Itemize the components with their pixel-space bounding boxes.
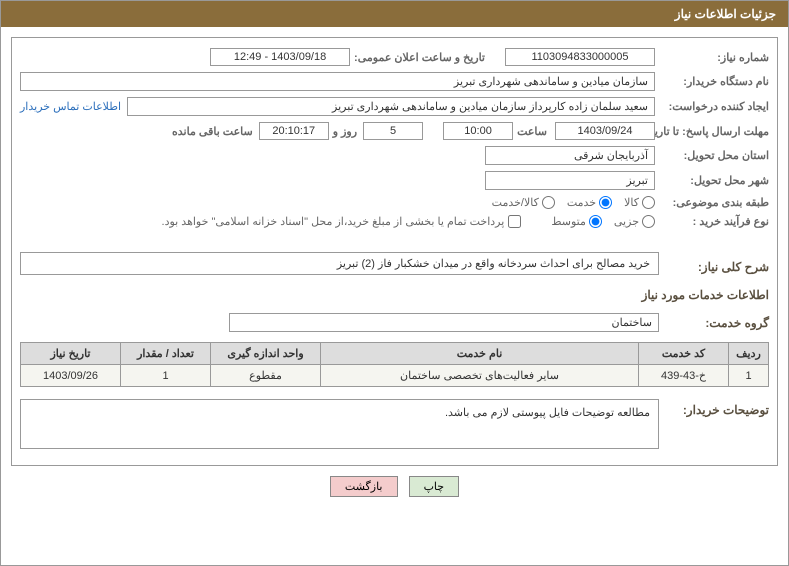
treasury-checkbox[interactable]: پرداخت تمام یا بخشی از مبلغ خرید،از محل … (162, 215, 522, 228)
row-city: شهر محل تحویل: تبریز (20, 171, 769, 190)
group-label: گروه خدمت: (659, 316, 769, 330)
notes-box: مطالعه توضیحات فایل پیوستی لازم می باشد. (20, 399, 659, 449)
countdown-field: 20:10:17 (259, 122, 329, 140)
radio-medium-label: متوسط (551, 215, 586, 228)
summary-label: شرح کلی نیاز: (659, 260, 769, 274)
row-need-number: شماره نیاز: 1103094833000005 تاریخ و ساع… (20, 48, 769, 66)
day-and-label: روز و (333, 125, 357, 138)
radio-service-label: خدمت (567, 196, 596, 209)
days-field: 5 (363, 122, 423, 140)
radio-goods[interactable]: کالا (624, 196, 655, 209)
province-field: آذربایجان شرقی (485, 146, 655, 165)
td-unit: مقطوع (211, 365, 321, 387)
radio-goods-label: کالا (624, 196, 639, 209)
deadline-hour-field: 10:00 (443, 122, 513, 140)
services-table: ردیف کد خدمت نام خدمت واحد اندازه گیری ت… (20, 342, 769, 387)
th-code: کد خدمت (639, 343, 729, 365)
radio-service[interactable]: خدمت (567, 196, 612, 209)
category-label: طبقه بندی موضوعی: (659, 196, 769, 209)
header-title: جزئیات اطلاعات نیاز (675, 7, 776, 21)
row-notes: توضیحات خریدار: مطالعه توضیحات فایل پیوس… (20, 395, 769, 449)
buyer-field: سازمان میادین و ساماندهی شهرداری تبریز (20, 72, 655, 91)
need-number-label: شماره نیاز: (659, 51, 769, 64)
th-qty: تعداد / مقدار (121, 343, 211, 365)
radio-both-input[interactable] (542, 196, 555, 209)
group-field: ساختمان (229, 313, 659, 332)
city-field: تبریز (485, 171, 655, 190)
radio-partial-label: جزیی (614, 215, 639, 228)
row-process: نوع فرآیند خرید : جزیی متوسط پرداخت تمام… (20, 215, 769, 228)
process-label: نوع فرآیند خرید : (659, 215, 769, 228)
panel-header: جزئیات اطلاعات نیاز (1, 1, 788, 27)
td-qty: 1 (121, 365, 211, 387)
td-code: خ-43-439 (639, 365, 729, 387)
row-province: استان محل تحویل: آذربایجان شرقی (20, 146, 769, 165)
requester-field: سعید سلمان زاده کارپرداز سازمان میادین و… (127, 97, 655, 116)
radio-partial-input[interactable] (642, 215, 655, 228)
table-header-row: ردیف کد خدمت نام خدمت واحد اندازه گیری ت… (21, 343, 769, 365)
table-row: 1 خ-43-439 سایر فعالیت‌های تخصصی ساختمان… (21, 365, 769, 387)
radio-partial[interactable]: جزیی (614, 215, 655, 228)
td-row: 1 (729, 365, 769, 387)
td-name: سایر فعالیت‌های تخصصی ساختمان‌ (321, 365, 639, 387)
row-deadline: مهلت ارسال پاسخ: تا تاریخ: 1403/09/24 سا… (20, 122, 769, 140)
radio-both[interactable]: کالا/خدمت (492, 196, 555, 209)
deadline-date-field: 1403/09/24 (555, 122, 655, 140)
th-name: نام خدمت (321, 343, 639, 365)
city-label: شهر محل تحویل: (659, 174, 769, 187)
back-button[interactable]: بازگشت (330, 476, 398, 497)
row-requester: ایجاد کننده درخواست: سعید سلمان زاده کار… (20, 97, 769, 116)
buyer-label: نام دستگاه خریدار: (659, 75, 769, 88)
row-summary: شرح کلی نیاز: خرید مصالح برای احداث سردخ… (20, 252, 769, 280)
process-radio-group: جزیی متوسط (551, 215, 655, 228)
th-unit: واحد اندازه گیری (211, 343, 321, 365)
radio-medium[interactable]: متوسط (551, 215, 602, 228)
form-panel: شماره نیاز: 1103094833000005 تاریخ و ساع… (11, 37, 778, 466)
need-number-field: 1103094833000005 (505, 48, 655, 66)
contact-link[interactable]: اطلاعات تماس خریدار (20, 100, 121, 113)
radio-both-label: کالا/خدمت (492, 196, 539, 209)
announce-label: تاریخ و ساعت اعلان عمومی: (354, 51, 485, 64)
notes-label: توضیحات خریدار: (659, 403, 769, 417)
radio-goods-input[interactable] (642, 196, 655, 209)
deadline-label: مهلت ارسال پاسخ: تا تاریخ: (659, 125, 769, 138)
td-date: 1403/09/26 (21, 365, 121, 387)
remaining-label: ساعت باقی مانده (172, 125, 253, 138)
th-row: ردیف (729, 343, 769, 365)
row-buyer: نام دستگاه خریدار: سازمان میادین و سامان… (20, 72, 769, 91)
radio-service-input[interactable] (599, 196, 612, 209)
row-group: گروه خدمت: ساختمان (20, 308, 769, 336)
hour-label: ساعت (517, 125, 547, 138)
category-radio-group: کالا خدمت کالا/خدمت (492, 196, 655, 209)
main-container: جزئیات اطلاعات نیاز AriaTender.net شماره… (0, 0, 789, 566)
announce-field: 1403/09/18 - 12:49 (210, 48, 350, 66)
button-row: چاپ بازگشت (1, 476, 788, 497)
services-title: اطلاعات خدمات مورد نیاز (20, 288, 769, 302)
th-date: تاریخ نیاز (21, 343, 121, 365)
requester-label: ایجاد کننده درخواست: (659, 100, 769, 113)
summary-box: خرید مصالح برای احداث سردخانه واقع در می… (20, 252, 659, 275)
row-category: طبقه بندی موضوعی: کالا خدمت کالا/خدمت (20, 196, 769, 209)
province-label: استان محل تحویل: (659, 149, 769, 162)
treasury-checkbox-input[interactable] (508, 215, 521, 228)
treasury-note: پرداخت تمام یا بخشی از مبلغ خرید،از محل … (162, 215, 505, 228)
print-button[interactable]: چاپ (409, 476, 460, 497)
radio-medium-input[interactable] (589, 215, 602, 228)
